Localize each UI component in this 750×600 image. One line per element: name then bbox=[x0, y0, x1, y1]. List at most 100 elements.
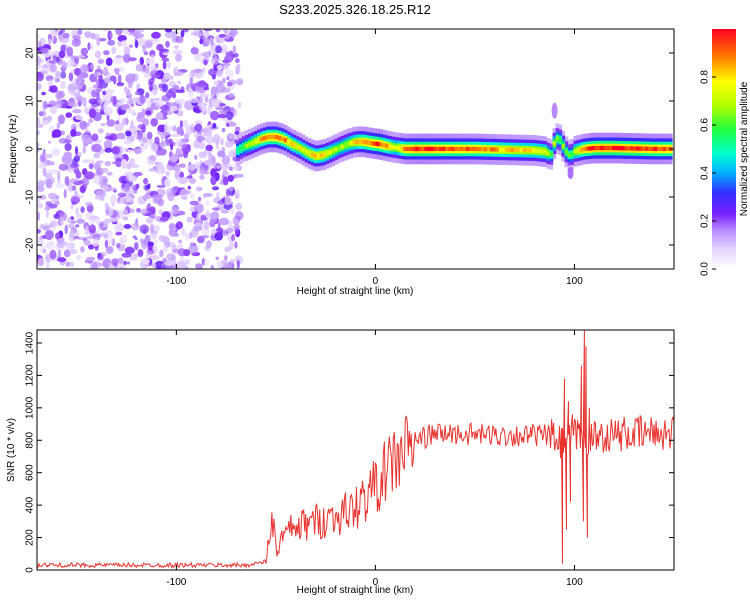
noise-blob bbox=[224, 228, 234, 233]
colorbar-tick-label: 0.8 bbox=[700, 70, 711, 84]
noise-blob bbox=[212, 207, 220, 211]
noise-blob bbox=[194, 203, 204, 214]
noise-blob bbox=[45, 230, 53, 241]
noise-blob bbox=[56, 100, 66, 105]
noise-blob bbox=[217, 113, 228, 119]
noise-blob bbox=[61, 130, 65, 136]
ridge-cell bbox=[364, 140, 369, 145]
noise-blob bbox=[107, 236, 113, 246]
noise-blob bbox=[37, 149, 40, 153]
ridge-cell bbox=[382, 143, 386, 148]
ridge-cell bbox=[439, 146, 443, 152]
ridge-cell bbox=[588, 146, 592, 151]
noise-blob bbox=[68, 72, 74, 82]
noise-blob bbox=[103, 187, 108, 193]
noise-blob bbox=[221, 63, 231, 67]
y-tick-label: -10 bbox=[25, 189, 36, 204]
noise-blob bbox=[123, 224, 132, 229]
noise-blob bbox=[235, 211, 244, 221]
ridge-cell bbox=[558, 137, 563, 143]
ridge-cell bbox=[412, 146, 416, 152]
noise-blob bbox=[75, 213, 83, 219]
ridge-cell bbox=[442, 146, 446, 152]
spectrogram-y-ticks: -20 -10 0 10 20 bbox=[25, 47, 674, 252]
noise-blob bbox=[95, 78, 105, 86]
noise-blob bbox=[216, 70, 223, 77]
ridge-cell bbox=[340, 144, 345, 149]
noise-blob bbox=[58, 163, 69, 171]
noise-blob bbox=[88, 224, 97, 234]
ridge-cell bbox=[531, 148, 536, 153]
noise-blob bbox=[41, 47, 49, 54]
noise-blob bbox=[137, 130, 144, 140]
noise-blob bbox=[37, 142, 40, 149]
noise-blob bbox=[222, 59, 231, 64]
noise-blob bbox=[221, 87, 231, 93]
noise-blob bbox=[151, 73, 161, 79]
noise-blob bbox=[234, 130, 240, 136]
noise-blob bbox=[175, 147, 181, 158]
ridge-cell bbox=[630, 146, 634, 151]
noise-blob bbox=[37, 196, 41, 203]
ridge-cell bbox=[666, 146, 670, 152]
noise-blob bbox=[42, 225, 51, 232]
ridge-cell bbox=[334, 147, 339, 152]
y-tick-label: -20 bbox=[25, 237, 36, 252]
noise-blob bbox=[127, 175, 136, 182]
noise-blob bbox=[108, 187, 117, 192]
noise-blob bbox=[103, 77, 112, 84]
noise-blob bbox=[54, 200, 60, 206]
noise-blob bbox=[151, 31, 161, 39]
noise-blob bbox=[96, 160, 104, 164]
noise-blob bbox=[47, 203, 58, 209]
noise-blob bbox=[192, 225, 203, 232]
noise-blob bbox=[42, 167, 47, 177]
snr-y-ticks: 0 200 400 600 800 1000 1200 1400 bbox=[25, 331, 674, 573]
noise-blob bbox=[221, 44, 228, 53]
ridge-cell bbox=[472, 146, 476, 152]
noise-blob bbox=[160, 140, 165, 148]
noise-blob bbox=[161, 131, 171, 136]
ridge-cell bbox=[451, 146, 455, 152]
ridge-cell bbox=[466, 146, 470, 152]
x-tick-label: 0 bbox=[373, 276, 379, 287]
colorbar-tick-label: 0.0 bbox=[700, 262, 711, 276]
x-tick-label: 100 bbox=[566, 276, 583, 287]
noise-blob bbox=[92, 234, 101, 241]
spectrogram-x-ticks: -100 0 100 bbox=[166, 29, 583, 287]
ridge-cell bbox=[525, 148, 530, 153]
noise-blob bbox=[214, 231, 223, 241]
noise-blob bbox=[205, 136, 215, 144]
noise-blob bbox=[182, 29, 189, 33]
noise-blob bbox=[149, 154, 157, 162]
noise-blob bbox=[190, 47, 199, 55]
noise-blob bbox=[49, 249, 57, 260]
noise-blob bbox=[155, 149, 161, 157]
noise-blob bbox=[41, 91, 46, 96]
ridge-cell bbox=[564, 149, 569, 154]
noise-blob bbox=[64, 224, 68, 235]
noise-blob bbox=[48, 192, 57, 200]
noise-blob bbox=[178, 163, 187, 168]
noise-blob bbox=[84, 259, 89, 264]
noise-blob bbox=[76, 76, 81, 86]
ridge-cell bbox=[534, 148, 539, 153]
noise-blob bbox=[104, 135, 114, 140]
noise-blob bbox=[42, 248, 47, 254]
noise-blob bbox=[104, 239, 109, 248]
noise-blob bbox=[210, 175, 217, 186]
noise-blob bbox=[235, 202, 243, 211]
ridge-cell bbox=[648, 146, 652, 151]
noise-blob bbox=[97, 58, 105, 64]
noise-blob bbox=[104, 160, 112, 167]
noise-blob bbox=[140, 238, 144, 245]
noise-blob bbox=[109, 75, 117, 82]
ridge-cell bbox=[295, 144, 300, 149]
noise-blob bbox=[92, 238, 100, 247]
noise-blob bbox=[204, 127, 212, 134]
ridge-cell bbox=[257, 138, 261, 143]
noise-blob bbox=[139, 94, 146, 104]
noise-blob bbox=[184, 232, 190, 241]
noise-blob bbox=[182, 227, 186, 237]
